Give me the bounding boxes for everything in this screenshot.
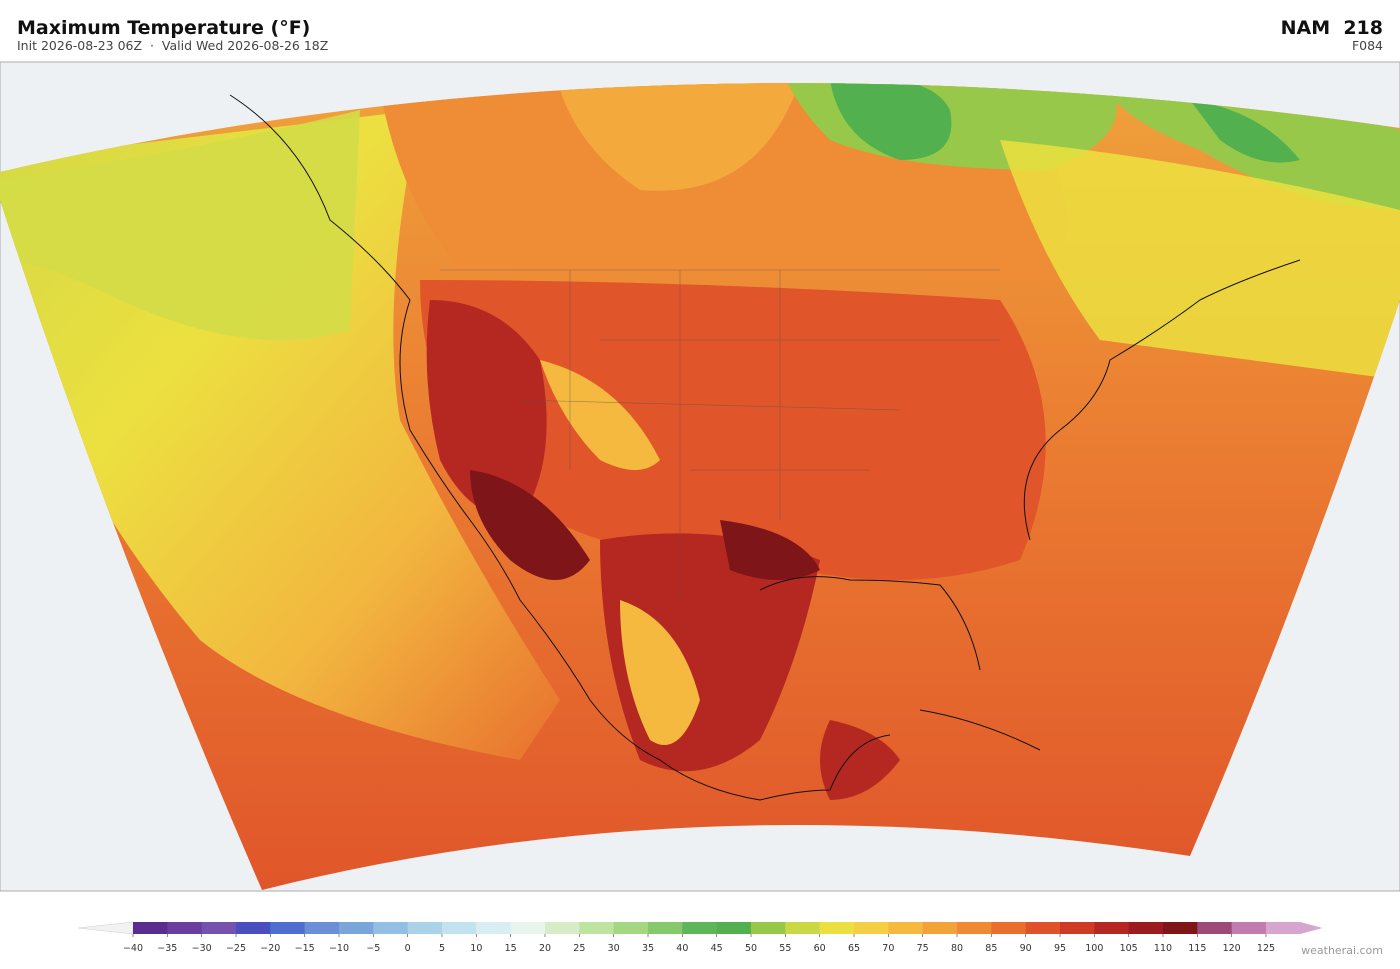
colorbar-segment <box>1094 922 1130 934</box>
colorbar-segment <box>201 922 237 934</box>
colorbar-segment <box>133 922 168 934</box>
colorbar-segment <box>407 922 443 934</box>
colorbar-segment <box>613 922 649 934</box>
colorbar-segment <box>339 922 374 934</box>
colorbar-tick-label: 70 <box>882 943 894 954</box>
colorbar-tick-label: −40 <box>123 943 143 954</box>
colorbar-over <box>1300 922 1323 934</box>
colorbar-tick-label: −25 <box>226 943 246 954</box>
colorbar-segment <box>888 922 924 934</box>
colorbar-segment <box>373 922 409 934</box>
colorbar-segment <box>1025 922 1061 934</box>
colorbar-segment <box>957 922 992 934</box>
colorbar-segment <box>682 922 718 934</box>
colorbar-segment <box>991 922 1027 934</box>
colorbar-tick-label: 85 <box>985 943 997 954</box>
colorbar-segment <box>854 922 889 934</box>
colorbar-segment <box>545 922 580 934</box>
map <box>0 61 1400 892</box>
colorbar-segment <box>236 922 271 934</box>
colorbar-tick-label: 45 <box>711 943 723 954</box>
colorbar-tick-label: 105 <box>1120 943 1138 954</box>
borders <box>440 269 1000 600</box>
colorbar-segment <box>751 922 786 934</box>
colorbar-tick-label: 110 <box>1154 943 1172 954</box>
colorbar-segment <box>922 922 958 934</box>
colorbar-tick-label: 100 <box>1085 943 1103 954</box>
colorbar-tick-label: 50 <box>745 943 757 954</box>
colorbar-segment <box>442 922 477 934</box>
colorbar-tick-label: 120 <box>1223 943 1241 954</box>
colorbar-segment <box>167 922 203 934</box>
colorbar-segment <box>1231 922 1267 934</box>
colorbar-tick-label: −35 <box>157 943 177 954</box>
colorbar-segment <box>1128 922 1164 934</box>
colorbar-tick-label: −5 <box>366 943 380 954</box>
colorbar-segment <box>1060 922 1095 934</box>
colorbar-segment <box>716 922 752 934</box>
colorbar-segment <box>1197 922 1233 934</box>
colorbar-under <box>77 921 134 935</box>
colorbar-tick-label: 35 <box>642 943 654 954</box>
header: Maximum Temperature (°F) Init 2026-08-23… <box>17 17 1383 53</box>
colorbar-tick-label: 60 <box>814 943 826 954</box>
colorbar-tick-label: 30 <box>608 943 620 954</box>
colorbar-tick-label: 125 <box>1257 943 1275 954</box>
colorbar-segment <box>819 922 855 934</box>
colorbar-tick-label: 95 <box>1054 943 1066 954</box>
colorbar-segment <box>510 922 546 934</box>
credit: weatherai.com <box>1301 944 1383 957</box>
coastline <box>229 94 1301 801</box>
colorbar-tick-label: 25 <box>573 943 585 954</box>
colorbar-segment <box>785 922 821 934</box>
colorbar-segment <box>1163 922 1198 934</box>
colorbar-tick-label: −20 <box>260 943 280 954</box>
colorbar-segment <box>579 922 615 934</box>
colorbar-tick-label: 55 <box>779 943 791 954</box>
colorbar-segment <box>476 922 512 934</box>
colorbar-tick-label: 90 <box>1020 943 1032 954</box>
colorbar-tick-label: 20 <box>539 943 551 954</box>
colorbar-tick-label: 0 <box>405 943 411 954</box>
colorbar-tick-label: −15 <box>295 943 315 954</box>
colorbar-tick-label: 65 <box>848 943 860 954</box>
colorbar-segment <box>304 922 340 934</box>
colorbar: −40 −35 −30 −25 −20 −15 −10 −5 0 5 10 15 20 25 30 35 40 4… <box>77 921 1323 954</box>
forecast-hour: F084 <box>1352 38 1383 53</box>
colorbar-tick-label: 115 <box>1188 943 1206 954</box>
colorbar-tick-label: −30 <box>192 943 212 954</box>
colorbar-segment <box>1266 922 1301 934</box>
colorbar-tick-label: 15 <box>505 943 517 954</box>
colorbar-tick-label: 75 <box>917 943 929 954</box>
colorbar-segment <box>648 922 683 934</box>
colorbar-tick-label: −10 <box>329 943 349 954</box>
colorbar-tick-label: 40 <box>676 943 688 954</box>
title: Maximum Temperature (°F) <box>17 17 310 39</box>
model: NAM 218 <box>1281 17 1383 39</box>
colorbar-segment <box>270 922 306 934</box>
colorbar-tick-label: 80 <box>951 943 963 954</box>
temperature-field <box>0 83 1400 891</box>
colorbar-tick-label: 5 <box>439 943 445 954</box>
subtitle: Init 2026-08-23 06Z · Valid Wed 2026-08-… <box>17 38 328 53</box>
colorbar-tick-label: 10 <box>470 943 482 954</box>
